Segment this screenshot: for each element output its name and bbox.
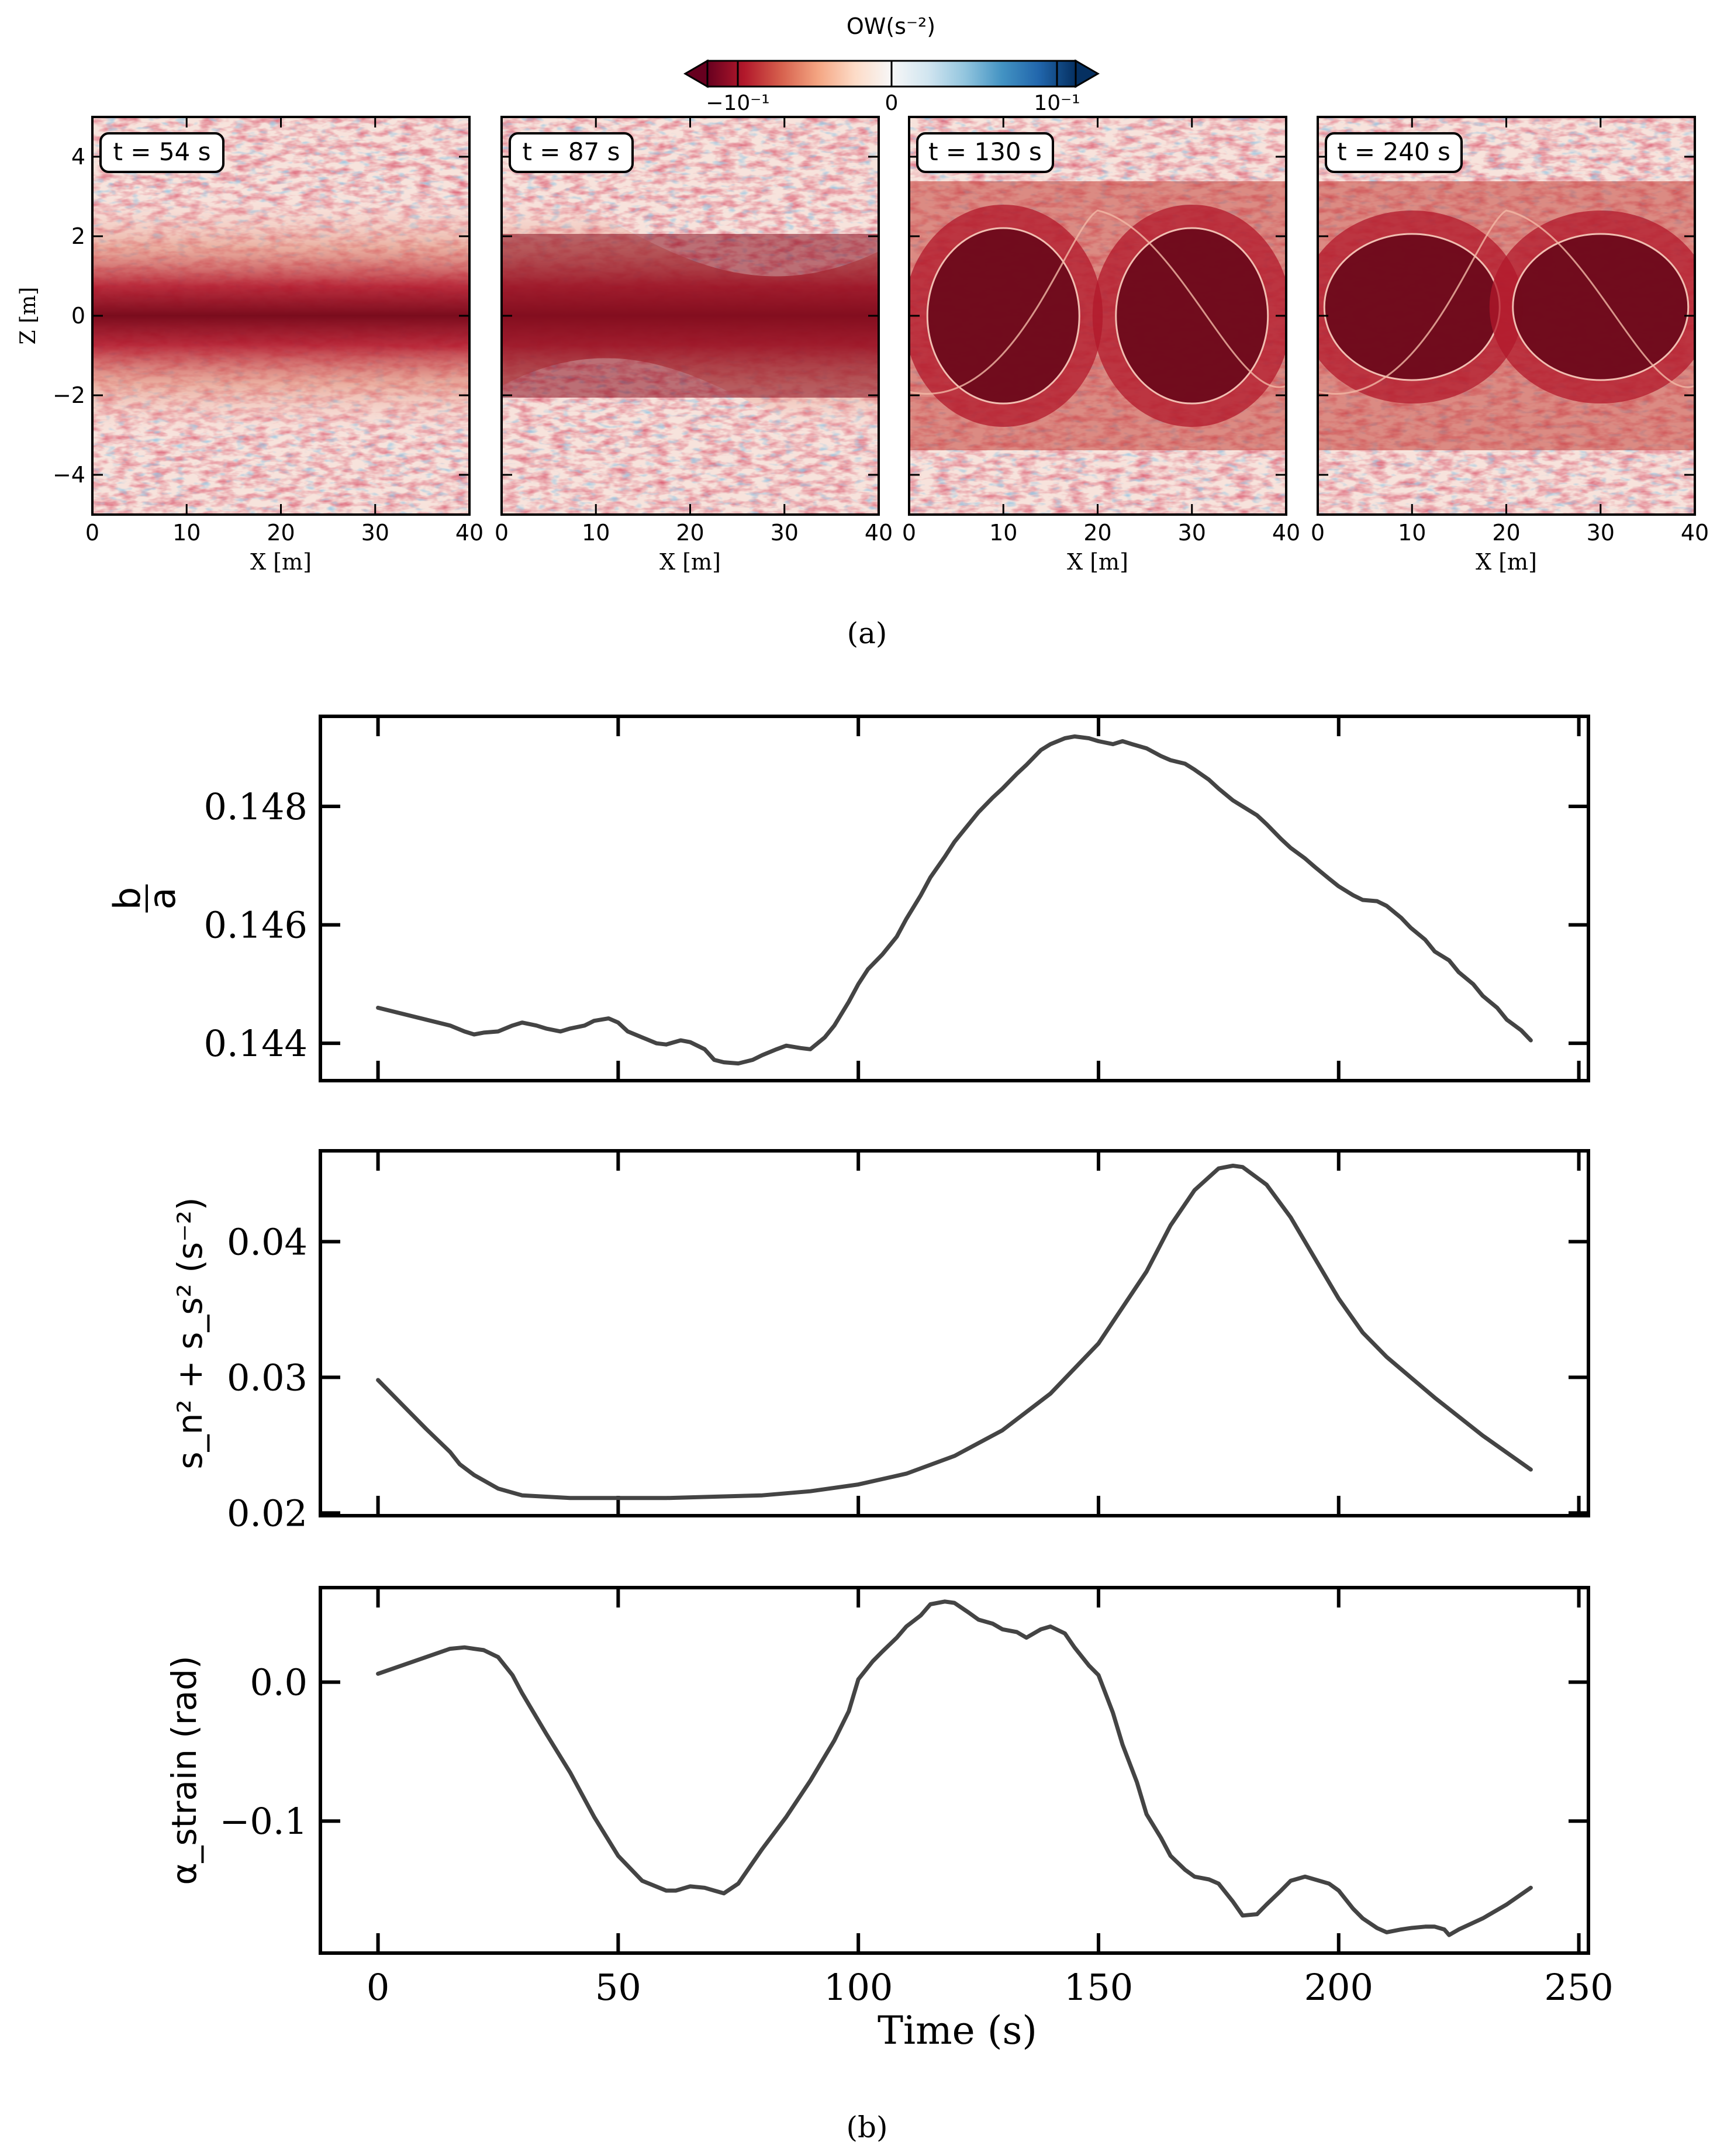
line-plot-panel: −0.1 0.0 α_strain (rad) 0 50 100 150 200 250 Time… [164, 1586, 1614, 2053]
billow-core [1323, 233, 1501, 381]
billow-core [1512, 233, 1690, 381]
x-tick-label: 0 [85, 520, 99, 546]
time-label-box [916, 132, 1054, 173]
heatmap-panel: 0 10 20 30 40 X [m] t = 130 s [902, 116, 1300, 575]
data-line [376, 1599, 1533, 1937]
x-tick-label: 30 [771, 520, 799, 546]
colorbar-extend-left [683, 59, 709, 88]
x-tick-label: 200 [1304, 1966, 1373, 2009]
y-axis-label: Z [m] [16, 287, 40, 345]
x-tick-label: 20 [1492, 520, 1520, 546]
y-label-denominator: a [141, 888, 184, 910]
x-tick-label: 30 [1587, 520, 1615, 546]
line-plots: 0.144 0.146 0.148 ba 0.02 0.03 0.04 s_n² + s_s²… [106, 715, 1614, 2053]
caption-a: (a) [847, 616, 887, 650]
y-tick-label: −4 [53, 462, 85, 488]
x-tick-label: 30 [361, 520, 389, 546]
x-tick-label: 250 [1544, 1966, 1613, 2009]
heatmap-panel: 0 10 20 30 40 −4 −2 0 2 4 Z [m] X [m] t = 54 s [16, 116, 483, 575]
billow-core [1115, 227, 1269, 405]
x-tick-label: 0 [1311, 520, 1325, 546]
y-tick-label: 0.0 [250, 1661, 308, 1704]
x-axis-label: X [m] [1067, 549, 1128, 575]
x-tick-label: 10 [989, 520, 1017, 546]
x-tick-label: 40 [865, 520, 893, 546]
x-axis-label: X [m] [250, 549, 312, 575]
x-tick-label: 20 [267, 520, 295, 546]
x-tick-label: 20 [676, 520, 704, 546]
time-label: t = 87 s [522, 137, 620, 166]
x-tick-label: 150 [1064, 1966, 1133, 2009]
time-label-box [99, 132, 224, 173]
heatmap-field [909, 117, 1286, 515]
x-tick-label: 30 [1178, 520, 1206, 546]
colorbar-tick-label: −10⁻¹ [706, 91, 769, 115]
time-label: t = 240 s [1337, 137, 1450, 166]
time-label-box [1325, 132, 1463, 173]
y-label-numerator: b [106, 887, 148, 910]
y-tick-label: 4 [71, 144, 85, 170]
heatmap-panel: 0 10 20 30 40 X [m] t = 87 s [495, 116, 893, 575]
y-axis-label: ba [106, 884, 184, 913]
line-plot-panel: 0.144 0.146 0.148 ba [106, 715, 1590, 1082]
y-tick-label: −0.1 [219, 1800, 308, 1843]
x-axis-label: X [m] [1476, 549, 1537, 575]
heatmap-panel: 0 10 20 30 40 X [m] t = 240 s [1311, 116, 1709, 575]
plot-frame [319, 1149, 1590, 1517]
plot-frame [319, 1586, 1590, 1955]
x-tick-label: 40 [1681, 520, 1709, 546]
x-tick-label: 0 [367, 1966, 389, 2009]
time-label-box [509, 132, 634, 173]
shear-layer-band [92, 193, 469, 439]
x-tick-label: 40 [455, 520, 483, 546]
y-tick-label: −2 [53, 382, 85, 408]
y-tick-label: 0.04 [227, 1220, 308, 1263]
y-tick-label: 0 [71, 303, 85, 329]
colorbar-extend-right [1075, 59, 1100, 88]
x-tick-label: 20 [1083, 520, 1111, 546]
y-tick-label: 0.03 [227, 1356, 308, 1399]
braid-filament [909, 209, 1286, 395]
x-tick-label: 0 [902, 520, 916, 546]
time-label: t = 130 s [928, 137, 1042, 166]
heatmap-panels: 0 10 20 30 40 −4 −2 0 2 4 Z [m] X [m] t = 54 s 0 10 20 3… [16, 116, 1709, 575]
x-tick-label: 10 [582, 520, 610, 546]
plot-frame [319, 715, 1590, 1082]
colorbar-label: OW(s⁻²) [847, 13, 935, 39]
y-axis-label: s_n² + s_s² (s⁻²) [170, 1197, 210, 1469]
x-tick-label: 40 [1272, 520, 1300, 546]
braid-filament [1318, 209, 1695, 395]
heatmap-field [502, 117, 879, 515]
colorbar-tick-label: 10⁻¹ [1034, 91, 1080, 115]
line-plot-panel: 0.02 0.03 0.04 s_n² + s_s² (s⁻²) [170, 1149, 1590, 1534]
y-tick-label: 0.02 [227, 1492, 308, 1534]
y-tick-label: 0.148 [204, 785, 308, 828]
heatmap-field [92, 117, 469, 515]
colorbar: OW(s⁻²) −10⁻¹ 0 10⁻¹ [683, 13, 1100, 115]
x-axis-label: X [m] [659, 549, 721, 575]
shear-layer-core [502, 234, 879, 398]
x-tick-label: 50 [595, 1966, 641, 2009]
data-line [376, 734, 1533, 1066]
y-tick-label: 0.146 [204, 904, 308, 947]
x-tick-label: 100 [824, 1966, 893, 2009]
y-axis-label: α_strain (rad) [164, 1655, 204, 1885]
heatmap-field [1318, 117, 1695, 515]
x-tick-label: 0 [495, 520, 509, 546]
colorbar-tick-label: 0 [885, 91, 899, 115]
billow-core [926, 227, 1080, 405]
x-axis-label: Time (s) [878, 2008, 1037, 2053]
x-tick-label: 10 [1398, 520, 1426, 546]
time-label: t = 54 s [113, 137, 210, 166]
data-line [376, 1164, 1533, 1500]
caption-b: (b) [846, 2110, 887, 2144]
x-tick-label: 10 [172, 520, 201, 546]
y-tick-label: 0.144 [204, 1022, 308, 1065]
y-tick-label: 2 [71, 223, 85, 249]
